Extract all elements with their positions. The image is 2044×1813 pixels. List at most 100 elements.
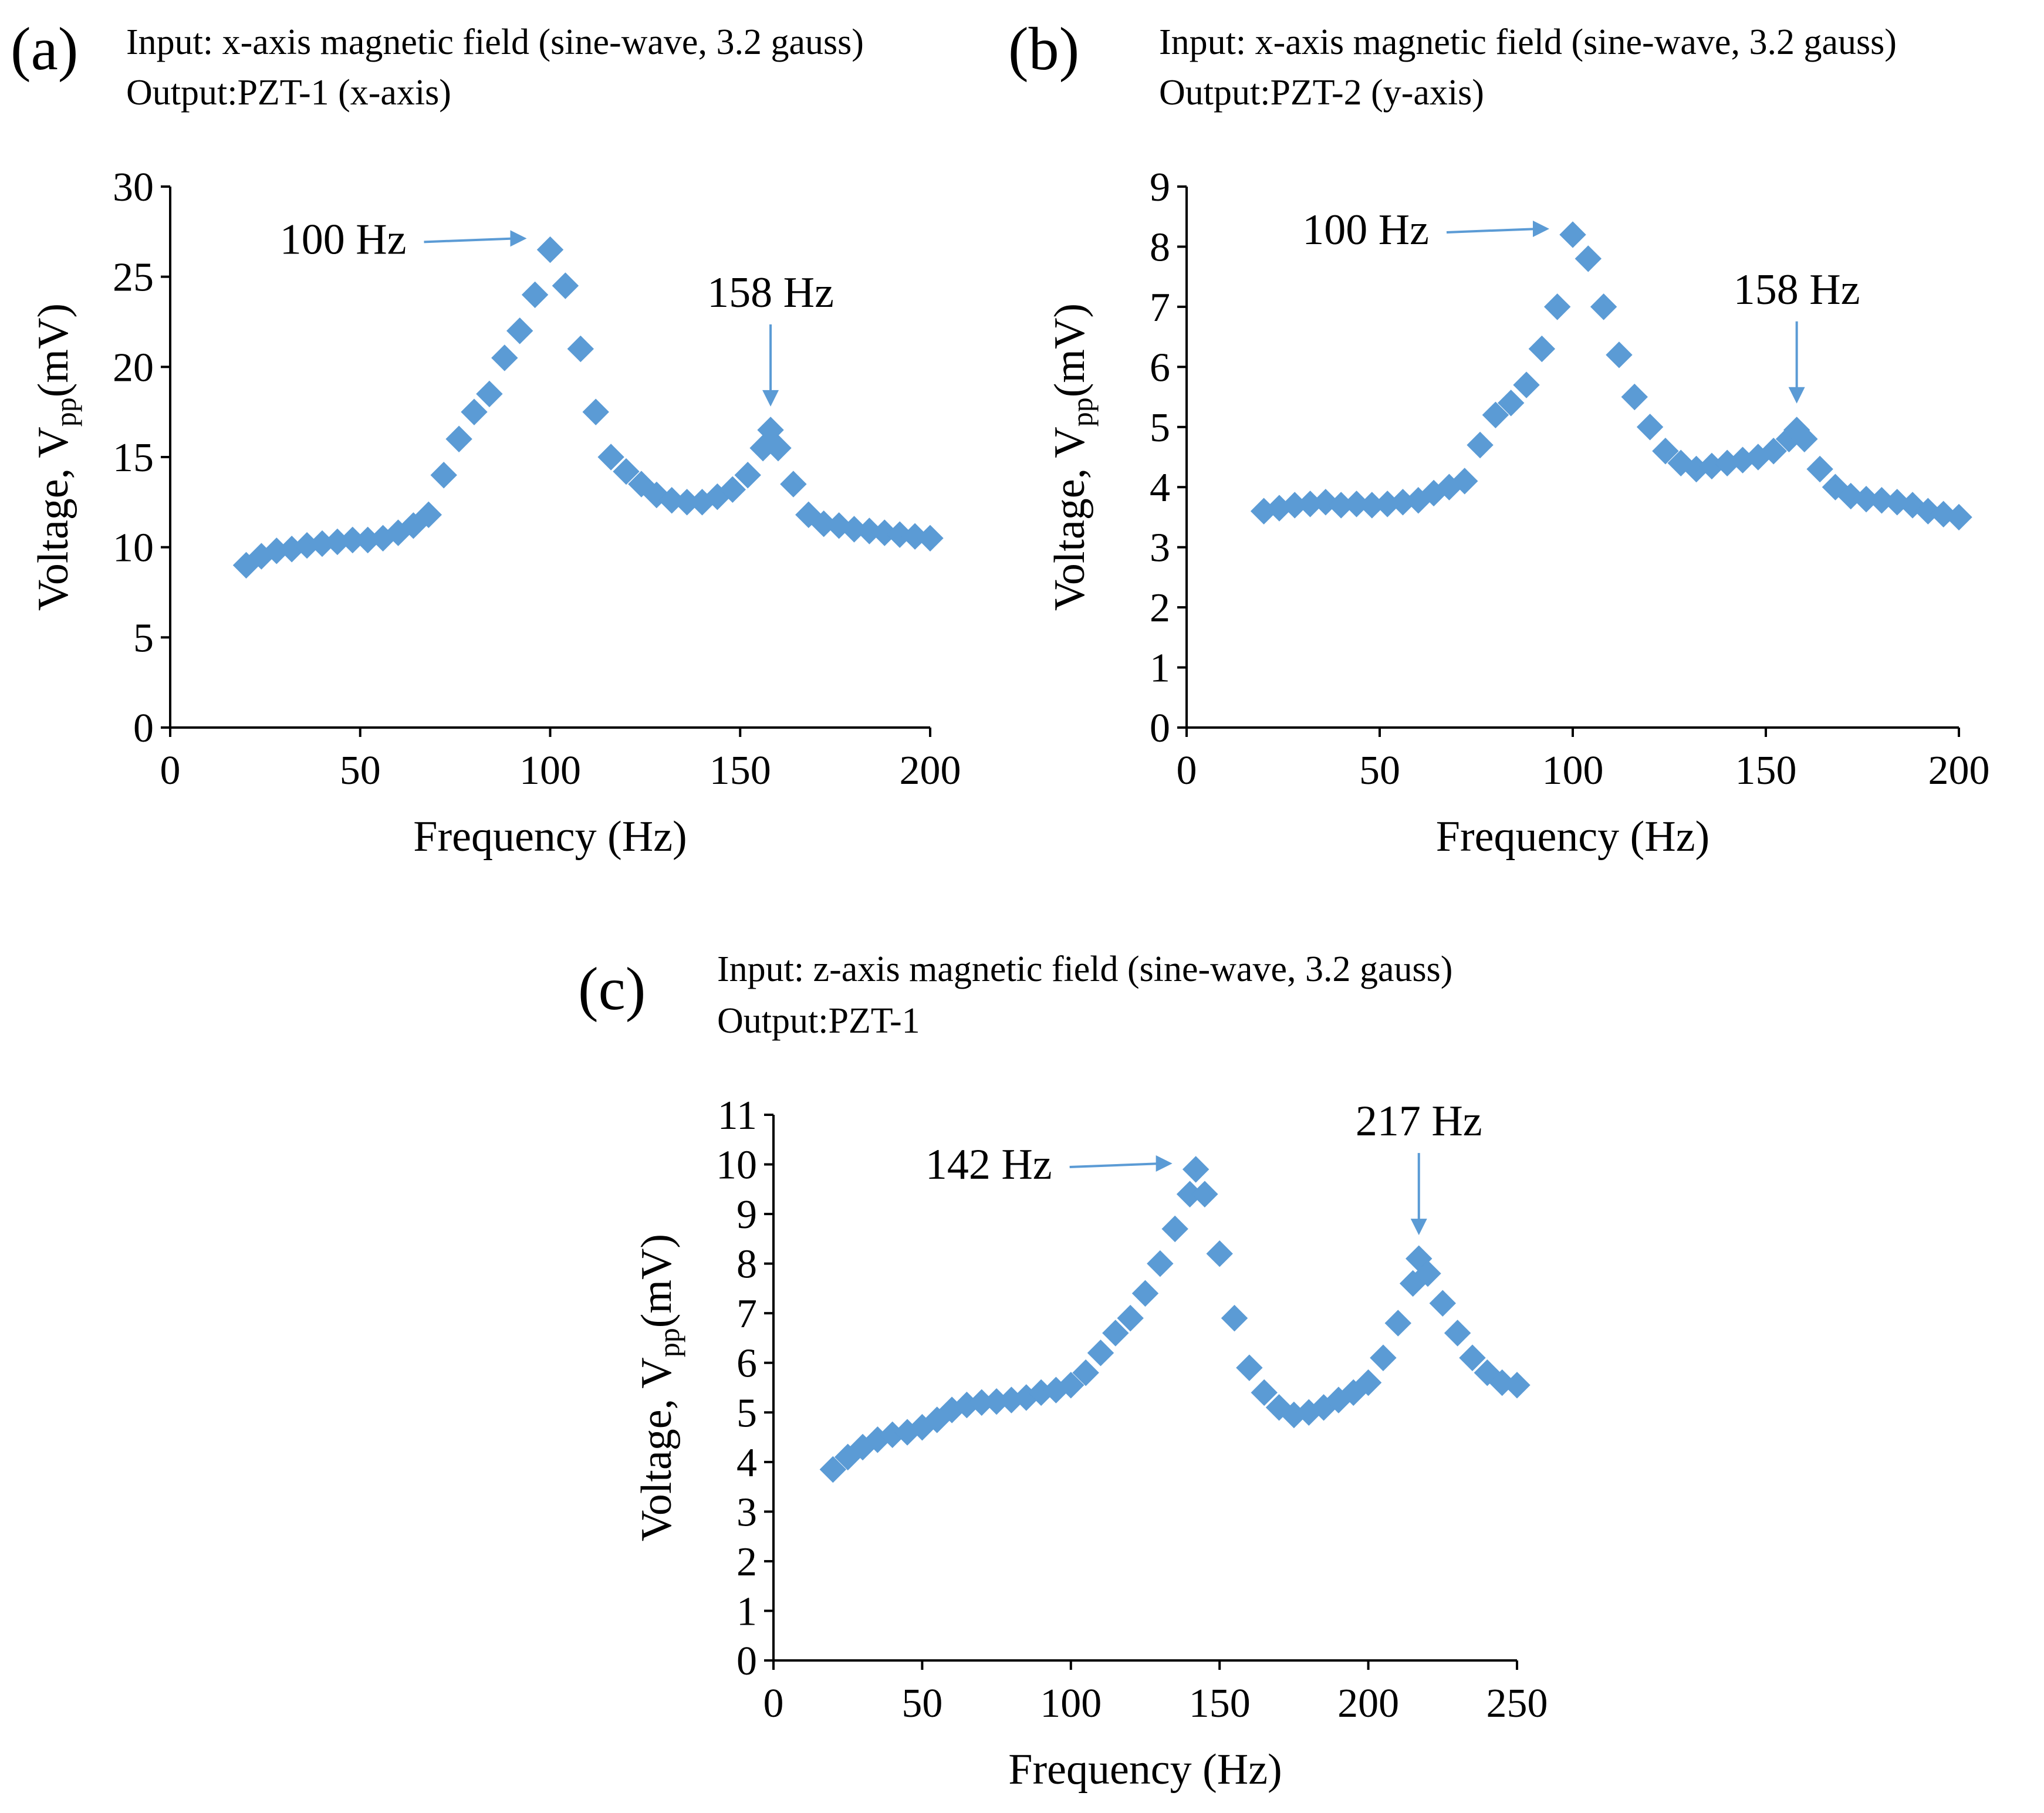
x-tick-label: 0 xyxy=(763,1681,784,1726)
x-tick-label: 100 xyxy=(1040,1681,1102,1726)
data-point xyxy=(1236,1354,1263,1381)
caption-a-input: Input: x-axis magnetic field (sine-wave,… xyxy=(126,22,864,62)
data-point xyxy=(1072,1359,1099,1386)
data-point xyxy=(1206,1240,1233,1267)
data-point xyxy=(1161,1215,1188,1243)
data-point xyxy=(765,434,792,462)
y-tick-label: 2 xyxy=(1150,586,1170,631)
data-point xyxy=(506,317,533,344)
annotation-arrowhead xyxy=(1156,1155,1173,1172)
y-tick-label: 9 xyxy=(1150,165,1170,210)
data-point xyxy=(1182,1156,1209,1183)
data-point xyxy=(1451,468,1478,495)
y-tick-label: 8 xyxy=(736,1242,757,1287)
y-tick-label: 1 xyxy=(736,1589,757,1634)
annotation-label: 142 Hz xyxy=(925,1141,1052,1189)
y-axis-title: Voltage, Vpp(mV) xyxy=(633,1234,685,1541)
data-point xyxy=(582,398,609,425)
y-tick-label: 6 xyxy=(1150,345,1170,390)
x-tick-label: 0 xyxy=(160,748,181,793)
data-point xyxy=(461,398,488,425)
caption-c-input: Input: z-axis magnetic field (sine-wave,… xyxy=(717,949,1452,989)
annotation-arrowhead xyxy=(762,390,779,407)
data-point xyxy=(819,1456,847,1483)
annotation-arrowhead xyxy=(1533,220,1549,237)
data-point xyxy=(445,425,472,452)
data-point xyxy=(1444,1320,1471,1347)
data-point xyxy=(780,471,807,498)
data-point xyxy=(1370,1344,1397,1371)
data-point xyxy=(1575,245,1602,272)
data-point xyxy=(1652,438,1679,465)
x-tick-label: 150 xyxy=(1735,748,1797,793)
y-tick-label: 10 xyxy=(113,526,154,571)
panel-label-c: (c) xyxy=(578,955,646,1023)
data-point xyxy=(1498,390,1525,417)
data-point xyxy=(1131,1280,1159,1307)
data-point xyxy=(1513,371,1540,398)
annotation-arrow xyxy=(424,237,516,243)
data-point xyxy=(1590,293,1617,320)
x-tick-label: 200 xyxy=(900,748,961,793)
data-point xyxy=(1791,425,1818,452)
x-tick-label: 200 xyxy=(1928,748,1990,793)
data-point xyxy=(1354,1369,1382,1396)
data-point xyxy=(476,380,503,408)
annotation-label: 100 Hz xyxy=(280,215,407,263)
x-tick-label: 250 xyxy=(1486,1681,1548,1726)
data-point xyxy=(1636,414,1664,441)
y-tick-label: 4 xyxy=(1150,465,1170,510)
data-point xyxy=(1102,1320,1129,1347)
x-axis-title: Frequency (Hz) xyxy=(1436,813,1709,861)
data-point xyxy=(521,281,549,309)
chart-panel-c: (c) Input: z-axis magnetic field (sine-w… xyxy=(578,949,1548,1794)
data-point xyxy=(1384,1310,1411,1337)
y-tick-label: 7 xyxy=(1150,285,1170,330)
data-point xyxy=(430,462,457,489)
annotation-arrowhead xyxy=(1410,1219,1427,1236)
data-point xyxy=(719,476,746,503)
caption-b-output: Output:PZT-2 (y-axis) xyxy=(1159,73,1484,113)
caption-b-input: Input: x-axis magnetic field (sine-wave,… xyxy=(1159,22,1897,62)
y-axis-title: Voltage, Vpp(mV) xyxy=(29,303,82,611)
y-tick-label: 7 xyxy=(736,1291,757,1337)
data-point xyxy=(1251,1379,1278,1406)
chart-panel-a: (a) Input: x-axis magnetic field (sine-w… xyxy=(11,15,961,861)
x-tick-label: 200 xyxy=(1337,1681,1399,1726)
y-tick-label: 25 xyxy=(113,255,154,300)
data-point xyxy=(1504,1372,1531,1399)
data-point xyxy=(536,236,564,263)
y-tick-label: 5 xyxy=(1150,405,1170,451)
annotation-label: 100 Hz xyxy=(1302,206,1429,254)
y-tick-label: 0 xyxy=(736,1639,757,1684)
data-point xyxy=(1528,335,1556,363)
data-point xyxy=(613,458,640,485)
data-point xyxy=(1621,383,1648,411)
x-tick-label: 50 xyxy=(1359,748,1400,793)
y-tick-label: 8 xyxy=(1150,225,1170,270)
data-point xyxy=(1087,1340,1114,1366)
plot-area-a: 0 5 10 15 20 25 30 0 50 100 150 200 Frequency (Hz) Vo… xyxy=(29,165,961,861)
data-point xyxy=(597,444,624,471)
data-point xyxy=(1559,221,1586,248)
data-point xyxy=(917,525,944,552)
data-point xyxy=(1482,401,1509,428)
y-tick-label: 3 xyxy=(1150,526,1170,571)
data-point xyxy=(1414,1260,1441,1287)
y-axis-title: Voltage, Vpp(mV) xyxy=(1046,303,1099,611)
data-point xyxy=(1606,341,1633,368)
y-tick-label: 20 xyxy=(113,345,154,390)
data-point xyxy=(734,462,761,489)
data-point xyxy=(567,335,594,363)
caption-c-output: Output:PZT-1 xyxy=(717,1001,920,1041)
annotation-arrowhead xyxy=(510,230,527,247)
data-point xyxy=(1459,1344,1486,1371)
annotation-arrow xyxy=(1069,1162,1162,1168)
data-point xyxy=(552,272,579,299)
annotation-label: 158 Hz xyxy=(707,269,834,317)
annotation-arrowhead xyxy=(1788,387,1805,404)
y-tick-label: 11 xyxy=(718,1093,757,1138)
data-point xyxy=(1945,503,1972,531)
y-tick-label: 4 xyxy=(736,1440,757,1486)
